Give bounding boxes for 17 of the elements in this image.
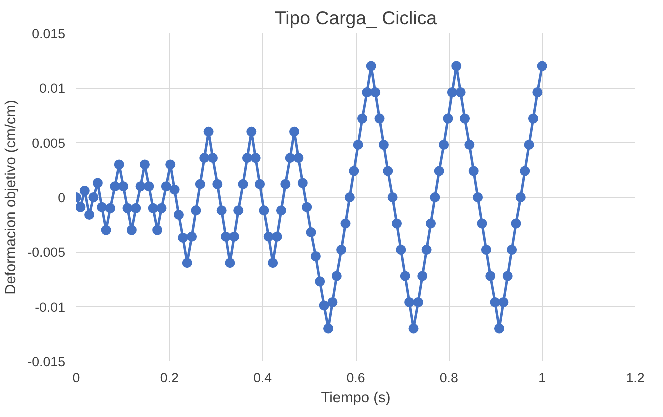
- x-tick-label: 0.6: [346, 370, 366, 386]
- y-tick-label: -0.01: [35, 300, 66, 315]
- x-tick-label: 1.2: [626, 370, 645, 386]
- x-tick-label: 0.8: [440, 370, 458, 386]
- x-tick-label: 0.2: [160, 370, 179, 386]
- chart-title: Tipo Carga_ Ciclica: [274, 8, 438, 28]
- y-tick-label: 0.015: [32, 26, 66, 42]
- y-tick-label: -0.015: [28, 354, 66, 370]
- x-axis-title: Tiempo (s): [321, 390, 391, 406]
- y-tick-label: 0.01: [40, 81, 66, 96]
- y-axis-title: Deformacion objetivo (cm/cm): [4, 100, 20, 295]
- y-tick-label: 0.005: [32, 136, 66, 151]
- x-tick-label: 0: [72, 370, 80, 386]
- x-tick-label: 0.4: [254, 370, 273, 386]
- x-tick-label: 1: [538, 370, 546, 386]
- y-tick-label: 0: [58, 190, 66, 206]
- y-tick-label: -0.005: [28, 245, 66, 260]
